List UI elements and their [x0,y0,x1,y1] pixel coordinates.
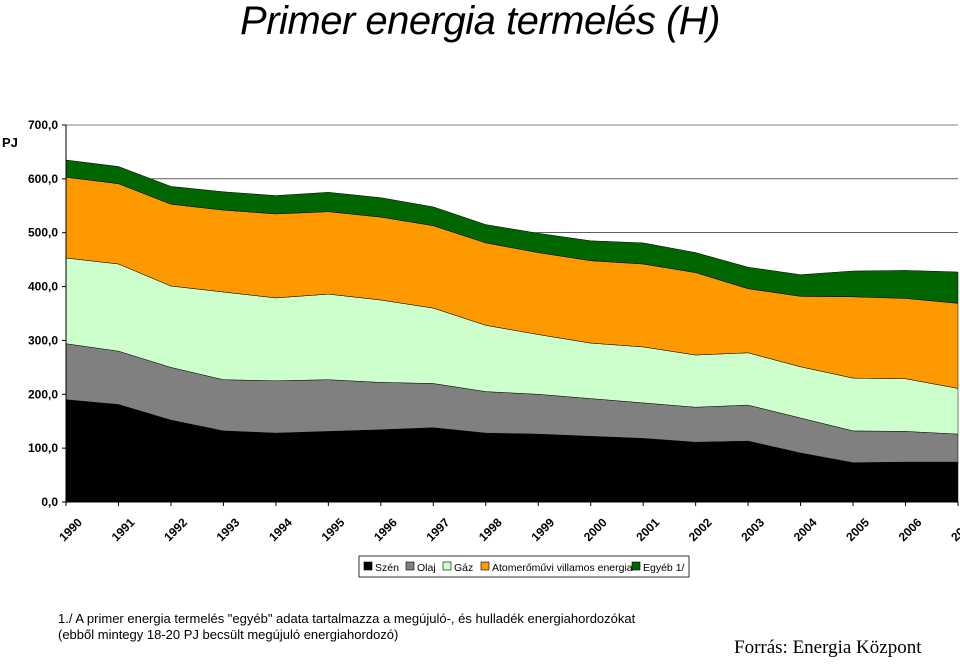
legend-swatch-4 [631,561,641,571]
chart-axes [62,124,959,506]
y-axis-tick-labels: 0,0 100,0 200,0 300,0 400,0 500,0 600,0 700,0 [28,118,58,509]
x-tick-label: 2004 [791,515,820,544]
legend-swatch-1 [405,561,415,571]
y-tick-label: 600,0 [28,172,58,186]
x-tick-label: 2002 [686,515,715,544]
x-tick-label: 1994 [266,515,295,544]
y-tick-label: 100,0 [28,441,58,455]
chart-areas [65,159,959,503]
legend-swatch-3 [480,561,490,571]
x-tick-label: 1999 [528,515,557,544]
x-tick-label: 1995 [319,515,348,544]
y-tick-label: 0,0 [41,495,58,509]
x-axis-tick-labels: 1990 1991 1992 1993 1994 1995 1996 1997 1998 1999… [56,515,960,544]
x-tick-label: 1990 [56,515,85,544]
x-tick-label: 1991 [109,515,138,544]
area-series-4 [65,159,959,304]
y-tick-label: 700,0 [28,118,58,132]
y-tick-label: 400,0 [28,280,58,294]
x-tick-label: 1992 [161,515,190,544]
source-credit: Forrás: Energia Központ [734,637,922,658]
footnote-line-2: (ebből mintegy 18-20 PJ becsült megújuló… [58,626,399,642]
x-tick-label: 2005 [843,515,872,544]
y-tick-label: 300,0 [28,333,58,347]
y-tick-label: 500,0 [28,226,58,240]
x-tick-label: 2007 [948,515,960,544]
legend-label-3: Atomerőművi villamos energia [492,562,633,574]
legend-label-2: Gáz [454,562,473,574]
legend-box [358,555,690,578]
footnote: 1./ A primer energia termelés "egyéb" ad… [58,611,678,642]
x-tick-label: 1996 [371,515,400,544]
legend-label-1: Olaj [417,562,436,574]
chart-legend: Szén Olaj Gáz Atomerőművi villamos energia E… [358,555,690,578]
legend-label-4: Egyéb 1/ [643,562,685,574]
x-tick-label: 1997 [424,515,453,544]
legend-label-0: Szén [375,562,399,574]
y-axis-label: PJ [2,135,18,150]
x-tick-label: 2006 [896,515,925,544]
y-tick-label: 200,0 [28,387,58,401]
x-tick-label: 2001 [633,515,662,544]
x-tick-label: 2003 [738,515,767,544]
legend-swatch-0 [363,561,373,571]
x-tick-label: 1993 [214,515,243,544]
page-title: Primer energia termelés (H) [240,0,720,43]
x-tick-label: 1998 [476,515,505,544]
x-tick-label: 2000 [581,515,610,544]
footnote-line-1: 1./ A primer energia termelés "egyéb" ad… [58,611,636,626]
legend-swatch-2 [442,561,452,571]
